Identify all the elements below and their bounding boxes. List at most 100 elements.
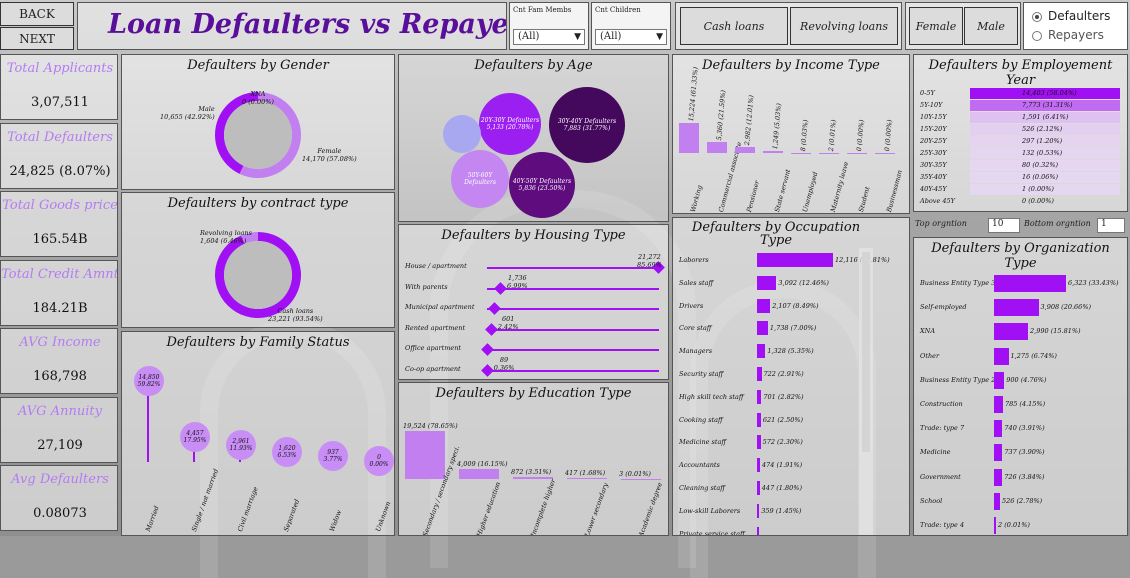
employment-cell[interactable] [970, 124, 1120, 135]
housing-marker[interactable] [484, 322, 498, 336]
family-category-label: Separated [282, 498, 302, 533]
education-bar[interactable] [567, 477, 607, 479]
children-filter[interactable]: Cnt Children (All) ▼ [591, 2, 671, 50]
donut-slice[interactable] [239, 92, 301, 178]
gender-panel: Defaulters by Gender Male 10,655 (42.92%)… [121, 54, 395, 190]
housing-marker[interactable] [480, 363, 494, 377]
occupation-bar[interactable] [757, 481, 760, 495]
occupation-bar[interactable] [757, 526, 759, 535]
housing-category-label: With parents [405, 282, 448, 291]
organization-bar[interactable] [994, 275, 1066, 292]
employment-cell[interactable] [970, 100, 1120, 111]
back-button[interactable]: BACK [0, 2, 74, 26]
male-value: 10,655 (42.92%) [160, 113, 215, 121]
income-bar[interactable] [763, 150, 783, 153]
housing-marker[interactable] [487, 302, 501, 315]
male-button[interactable]: Male [964, 7, 1018, 45]
income-bar[interactable] [875, 152, 895, 153]
organization-bar[interactable] [994, 420, 1003, 438]
organization-bar[interactable] [994, 517, 996, 534]
radio-defaulters[interactable]: Defaulters [1032, 9, 1110, 23]
occupation-bar[interactable] [757, 344, 766, 359]
employment-cell[interactable] [970, 148, 1120, 159]
housing-marker[interactable] [494, 281, 507, 295]
occupation-scrollbar[interactable] [859, 248, 873, 535]
family-bubble[interactable]: 2,961 11.93% [226, 430, 256, 461]
family-bubble[interactable]: 14,850 59.82% [134, 366, 164, 396]
income-bar[interactable] [791, 152, 811, 153]
income-bar[interactable] [735, 147, 755, 153]
chevron-down-icon: ▼ [656, 32, 663, 42]
bottom-order-input[interactable]: 1 [1097, 218, 1125, 233]
organization-bar[interactable] [994, 492, 1000, 510]
contract-label-revolving: Revolving loans 1,604 (6.46%) [200, 229, 252, 245]
fam-filter-select[interactable]: (All) ▼ [513, 29, 585, 45]
employment-cell[interactable] [970, 88, 1120, 99]
organization-category-label: Business Entity Type 2 [920, 375, 996, 384]
education-bar[interactable] [405, 431, 445, 479]
kpi-value: 27,109 [37, 437, 83, 453]
occupation-bar[interactable] [757, 458, 760, 473]
income-bar[interactable] [679, 123, 699, 153]
cash-loans-button[interactable]: Cash loans [680, 7, 788, 45]
organization-category-label: School [920, 496, 943, 505]
employment-cell[interactable] [970, 112, 1120, 123]
donut-slice[interactable] [214, 92, 258, 174]
education-bar[interactable] [513, 476, 553, 479]
occupation-bar[interactable] [757, 253, 833, 267]
income-bar[interactable] [847, 152, 867, 153]
occupation-title: Defaulters by Occupation Type [691, 220, 861, 248]
family-bubble[interactable]: 0 0.00% [364, 446, 394, 476]
employment-cell[interactable] [970, 172, 1120, 183]
employment-panel: Defaulters by Employement Year 0-5Y 14,40… [913, 54, 1128, 212]
occupation-bar[interactable] [757, 367, 762, 381]
family-bubble[interactable]: 4,457 17.95% [180, 421, 210, 452]
occupation-bar[interactable] [757, 321, 768, 336]
next-button[interactable]: NEXT [0, 27, 74, 50]
occupation-bar[interactable] [757, 412, 761, 427]
occupation-bar[interactable] [757, 298, 771, 313]
top-order-input[interactable]: 10 [988, 218, 1020, 233]
employment-category-label: 30Y-35Y [920, 161, 947, 169]
employment-cell[interactable] [970, 184, 1120, 195]
employment-cell[interactable] [970, 160, 1120, 171]
organization-bar[interactable] [994, 468, 1003, 486]
female-button[interactable]: Female [909, 7, 963, 45]
occupation-bar[interactable] [757, 275, 777, 290]
organization-category-label: Business Entity Type 3 [920, 279, 996, 287]
income-title: Defaulters by Income Type [702, 58, 880, 73]
family-bubble[interactable]: 1,620 6.53% [272, 437, 302, 468]
gender-title: Defaulters by Gender [187, 58, 329, 73]
employment-cell[interactable] [970, 136, 1120, 147]
employment-category-label: 0-5Y [920, 89, 935, 97]
organization-bar[interactable] [994, 371, 1005, 389]
organization-bar[interactable] [994, 299, 1039, 317]
organization-bar[interactable] [994, 347, 1009, 365]
donut-slice[interactable] [241, 232, 258, 244]
children-filter-select[interactable]: (All) ▼ [595, 29, 667, 45]
xna-name: XNA [250, 90, 266, 98]
income-value-label: 8 (0.03%) [799, 118, 810, 152]
organization-bar[interactable] [994, 396, 1003, 413]
education-bar[interactable] [621, 478, 661, 479]
occupation-bar[interactable] [757, 435, 761, 450]
scrollbar-thumb[interactable] [862, 252, 870, 452]
organization-bar[interactable] [994, 323, 1029, 341]
revolving-loans-button[interactable]: Revolving loans [790, 7, 898, 45]
income-bar[interactable] [707, 142, 727, 153]
education-category-label: Lower secondary [583, 481, 610, 536]
occupation-category-label: Core staff [679, 324, 712, 333]
organization-bar[interactable] [994, 444, 1003, 462]
fam-members-filter[interactable]: Cnt Fam Membs (All) ▼ [509, 2, 589, 50]
housing-category-label: House / apartment [405, 262, 467, 270]
education-bar[interactable] [459, 469, 499, 479]
family-bubble[interactable]: 937 3.77% [318, 440, 348, 471]
occupation-bar[interactable] [757, 389, 762, 404]
income-bar[interactable] [819, 152, 839, 153]
occupation-bar[interactable] [757, 503, 760, 518]
cash-name: Cash loans [277, 307, 314, 315]
employment-title: Defaulters by Employement Year [928, 58, 1113, 88]
housing-marker[interactable] [481, 343, 495, 356]
age-40-50-value: 5,836 (23.50%) [518, 185, 566, 192]
radio-repayers[interactable]: Repayers [1032, 28, 1104, 42]
